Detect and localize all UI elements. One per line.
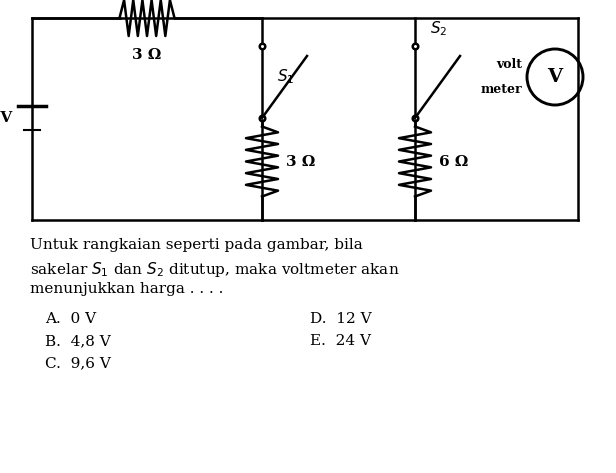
Text: 24 V: 24 V (0, 111, 12, 125)
Text: D.  12 V: D. 12 V (310, 312, 371, 326)
Text: meter: meter (480, 83, 522, 96)
Text: menunjukkan harga . . . .: menunjukkan harga . . . . (30, 282, 224, 296)
Text: V: V (548, 68, 562, 86)
Text: B.  4,8 V: B. 4,8 V (45, 334, 111, 348)
Text: Untuk rangkaian seperti pada gambar, bila: Untuk rangkaian seperti pada gambar, bil… (30, 238, 363, 252)
Text: volt: volt (496, 58, 522, 71)
Text: sakelar $S_1$ dan $S_2$ ditutup, maka voltmeter akan: sakelar $S_1$ dan $S_2$ ditutup, maka vo… (30, 260, 400, 279)
Text: 3 Ω: 3 Ω (132, 48, 161, 62)
Text: 6 Ω: 6 Ω (439, 155, 468, 168)
Text: 3 Ω: 3 Ω (286, 155, 315, 168)
Text: A.  0 V: A. 0 V (45, 312, 96, 326)
Text: $S_1$: $S_1$ (277, 68, 294, 87)
Text: C.  9,6 V: C. 9,6 V (45, 356, 111, 370)
Text: $S_2$: $S_2$ (430, 19, 447, 38)
Text: E.  24 V: E. 24 V (310, 334, 371, 348)
